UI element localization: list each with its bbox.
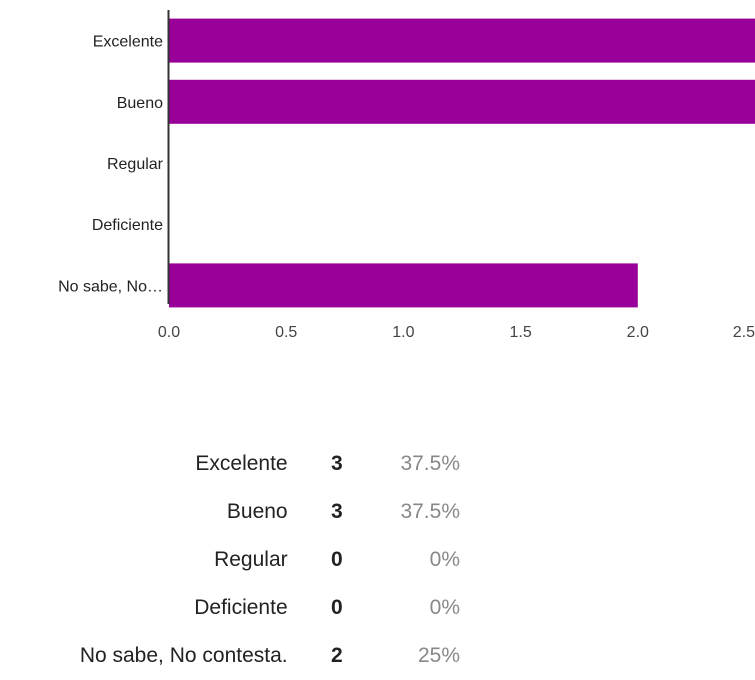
summary-percent: 0% xyxy=(429,548,460,571)
bar-chart: Excelente Bueno Regular Deficiente No sabe, … xyxy=(58,10,755,340)
x-tick-label: 2.5 xyxy=(733,324,755,340)
summary-row: Excelente 3 37.5% xyxy=(0,440,460,488)
summary-label: Deficiente xyxy=(194,596,288,619)
bars-layer xyxy=(169,18,755,308)
bar xyxy=(169,79,755,124)
summary-count: 0 xyxy=(330,596,343,619)
x-tick-labels: 0.0 0.5 1.0 1.5 2.0 2.5 xyxy=(158,324,755,340)
category-label: Excelente xyxy=(93,34,163,51)
summary-count: 3 xyxy=(330,452,343,475)
summary-count: 3 xyxy=(330,500,343,523)
x-tick-label: 2.0 xyxy=(627,324,649,340)
summary-count: 2 xyxy=(330,644,343,667)
summary-label: Regular xyxy=(214,548,288,571)
category-labels: Excelente Bueno Regular Deficiente No sabe, … xyxy=(58,34,164,296)
summary-percent: 25% xyxy=(417,644,460,667)
summary-row: Deficiente 0 0% xyxy=(0,584,460,632)
category-label: Bueno xyxy=(117,95,163,112)
category-label: No sabe, No… xyxy=(58,278,163,295)
x-tick-label: 0.5 xyxy=(275,324,297,340)
bar xyxy=(169,18,755,63)
bar xyxy=(169,263,638,308)
x-tick-label: 1.0 xyxy=(392,324,414,340)
x-tick-label: 0.0 xyxy=(158,324,180,340)
x-tick-label: 1.5 xyxy=(509,324,531,340)
summary-row: Regular 0 0% xyxy=(0,536,460,584)
summary-label: Excelente xyxy=(195,452,288,475)
summary-row: No sabe, No contesta. 2 25% xyxy=(0,632,460,680)
summary-label: Bueno xyxy=(226,500,288,523)
summary-percent: 37.5% xyxy=(400,500,460,523)
summary-count: 0 xyxy=(330,548,343,571)
summary-row: Bueno 3 37.5% xyxy=(0,488,460,536)
summary-percent: 37.5% xyxy=(400,452,460,475)
category-label: Regular xyxy=(107,156,164,173)
summary-table: Excelente 3 37.5% Bueno 3 37.5% Regular … xyxy=(0,440,460,680)
summary-percent: 0% xyxy=(429,596,460,619)
category-label: Deficiente xyxy=(92,217,163,234)
summary-label: No sabe, No contesta. xyxy=(79,644,288,667)
